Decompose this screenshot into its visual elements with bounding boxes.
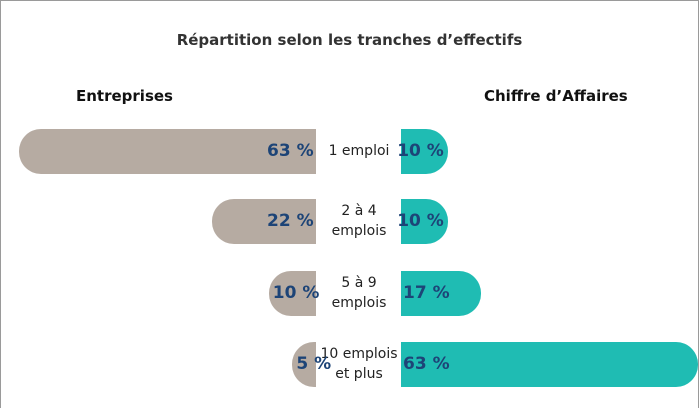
bar	[292, 341, 316, 387]
category-label: 10 emplois et plus	[320, 346, 398, 382]
bar	[18, 128, 316, 174]
category-label: 2 à 4 emplois	[331, 203, 387, 239]
category-label: 5 à 9 emplois	[331, 275, 387, 311]
data-label: 17 %	[403, 282, 450, 303]
data-label: 5 %	[296, 353, 332, 374]
bar	[401, 270, 482, 316]
chart-title: Répartition selon les tranches d’effecti…	[176, 31, 523, 49]
data-label: 63 %	[267, 140, 314, 161]
data-label: 10 %	[272, 282, 320, 303]
bar	[401, 198, 449, 244]
series-header: Chiffre d’Affaires	[484, 87, 628, 105]
data-label: 63 %	[403, 353, 450, 374]
bar	[401, 128, 449, 174]
series-header: Entreprises	[76, 87, 173, 105]
bar	[212, 198, 316, 244]
bar	[268, 270, 316, 316]
category-label: 1 emploi	[328, 143, 390, 159]
data-label: 10 %	[397, 210, 444, 231]
data-label: 22 %	[267, 210, 314, 231]
data-label: 10 %	[397, 140, 444, 161]
bar	[401, 341, 699, 387]
